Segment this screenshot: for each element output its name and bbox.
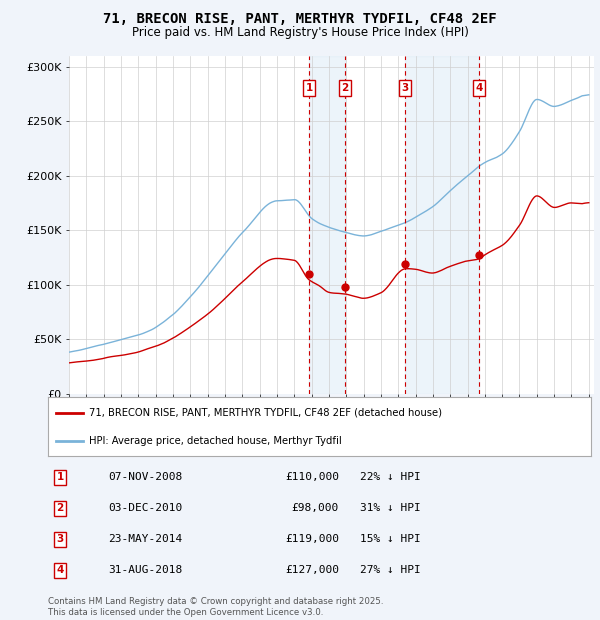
Text: £110,000: £110,000	[285, 472, 339, 482]
Text: 4: 4	[56, 565, 64, 575]
Text: 07-NOV-2008: 07-NOV-2008	[108, 472, 182, 482]
Text: 3: 3	[401, 83, 409, 93]
Text: Contains HM Land Registry data © Crown copyright and database right 2025.
This d: Contains HM Land Registry data © Crown c…	[48, 598, 383, 617]
Text: HPI: Average price, detached house, Merthyr Tydfil: HPI: Average price, detached house, Mert…	[89, 436, 341, 446]
Text: 4: 4	[475, 83, 482, 93]
Text: 3: 3	[56, 534, 64, 544]
Text: £119,000: £119,000	[285, 534, 339, 544]
Text: 1: 1	[305, 83, 313, 93]
Text: £127,000: £127,000	[285, 565, 339, 575]
Text: 1: 1	[56, 472, 64, 482]
Text: 71, BRECON RISE, PANT, MERTHYR TYDFIL, CF48 2EF (detached house): 71, BRECON RISE, PANT, MERTHYR TYDFIL, C…	[89, 408, 442, 418]
Text: Price paid vs. HM Land Registry's House Price Index (HPI): Price paid vs. HM Land Registry's House …	[131, 26, 469, 39]
Bar	[405, 56, 479, 394]
Text: 31-AUG-2018: 31-AUG-2018	[108, 565, 182, 575]
Text: 23-MAY-2014: 23-MAY-2014	[108, 534, 182, 544]
Text: 15% ↓ HPI: 15% ↓ HPI	[360, 534, 421, 544]
Bar	[309, 56, 345, 394]
Text: 2: 2	[341, 83, 349, 93]
Text: 22% ↓ HPI: 22% ↓ HPI	[360, 472, 421, 482]
Text: 71, BRECON RISE, PANT, MERTHYR TYDFIL, CF48 2EF: 71, BRECON RISE, PANT, MERTHYR TYDFIL, C…	[103, 12, 497, 27]
Text: 03-DEC-2010: 03-DEC-2010	[108, 503, 182, 513]
Text: 27% ↓ HPI: 27% ↓ HPI	[360, 565, 421, 575]
Text: £98,000: £98,000	[292, 503, 339, 513]
Text: 31% ↓ HPI: 31% ↓ HPI	[360, 503, 421, 513]
Text: 2: 2	[56, 503, 64, 513]
